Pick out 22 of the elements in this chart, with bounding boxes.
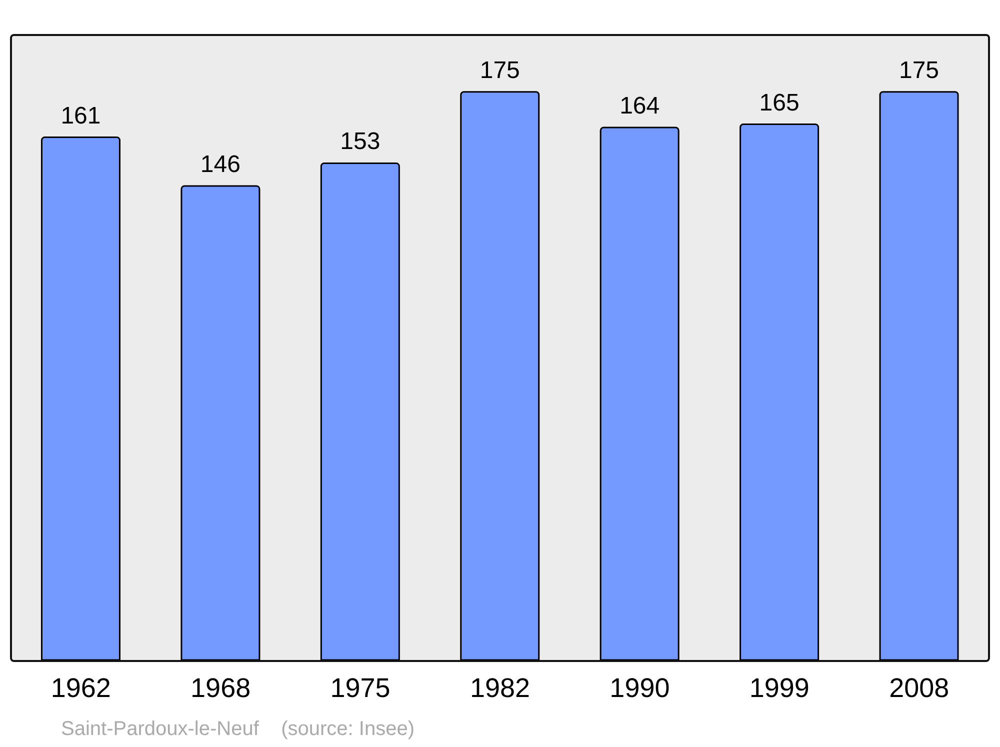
x-tick-label: 1968 bbox=[190, 673, 251, 704]
x-tick-label: 1975 bbox=[330, 673, 390, 704]
x-tick-label: 2008 bbox=[889, 673, 950, 704]
data-label: 161 bbox=[60, 102, 101, 130]
data-label: 146 bbox=[200, 150, 240, 178]
data-label: 175 bbox=[899, 56, 940, 84]
bar bbox=[600, 126, 680, 661]
bar bbox=[879, 91, 959, 661]
bar bbox=[460, 91, 540, 661]
data-label: 175 bbox=[480, 56, 520, 84]
data-label: 165 bbox=[759, 89, 800, 116]
bar bbox=[320, 162, 400, 661]
x-tick-label: 1999 bbox=[749, 673, 810, 704]
bar bbox=[180, 185, 260, 661]
x-tick-label: 1990 bbox=[610, 673, 670, 704]
x-tick-label: 1982 bbox=[470, 673, 530, 704]
data-label: 164 bbox=[620, 92, 660, 120]
bar bbox=[40, 136, 120, 661]
data-label: 153 bbox=[340, 128, 380, 156]
bar bbox=[740, 124, 820, 661]
x-tick-label: 1962 bbox=[50, 673, 111, 704]
text: Saint-Pardoux-le-Neuf (source: Insee) bbox=[61, 718, 414, 741]
